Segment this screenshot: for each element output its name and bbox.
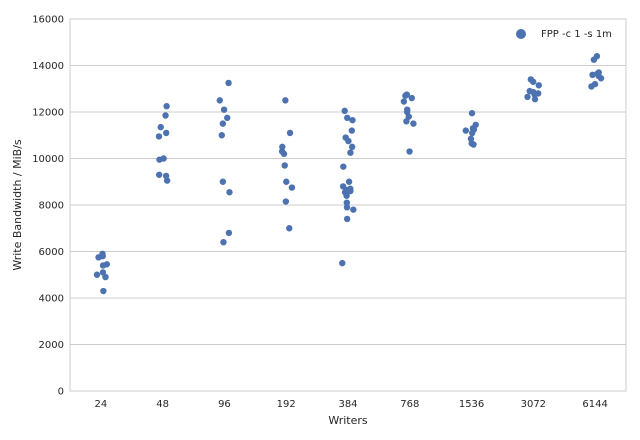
y-tick-label: 12000 — [32, 108, 64, 119]
scatter-point — [341, 107, 348, 115]
scatter-point — [590, 56, 598, 63]
scatter-point — [597, 75, 605, 82]
x-tick-label: 48 — [156, 399, 169, 410]
scatter-point — [343, 204, 351, 211]
data-points — [93, 53, 605, 295]
scatter-point — [408, 94, 415, 102]
scatter-point — [162, 112, 169, 119]
scatter-point — [283, 178, 290, 185]
y-tick-label: 16000 — [32, 15, 64, 26]
scatter-point — [347, 149, 354, 156]
legend-label: FPP -c 1 -s 1m — [541, 29, 612, 40]
scatter-point — [343, 215, 351, 223]
scatter-point — [348, 127, 356, 134]
scatter-point — [162, 129, 170, 137]
scatter-point — [535, 82, 542, 89]
scatter-point — [280, 150, 288, 158]
scatter-point — [410, 120, 417, 127]
scatter-point — [279, 143, 286, 151]
y-axis-label: Write Bandwidth / MiB/s — [11, 139, 24, 271]
y-tick-label: 14000 — [32, 61, 64, 72]
scatter-point — [403, 118, 410, 125]
x-tick-label: 6144 — [582, 399, 607, 410]
x-tick-label: 384 — [338, 399, 357, 410]
scatter-point — [343, 192, 350, 199]
scatter-point — [531, 91, 538, 98]
scatter-point — [400, 98, 408, 105]
scatter-point — [470, 141, 477, 148]
y-tick-label: 4000 — [39, 294, 64, 305]
scatter-point — [224, 114, 231, 122]
scatter-point — [155, 171, 163, 178]
scatter-point — [531, 96, 539, 103]
x-tick-label: 96 — [218, 399, 231, 410]
scatter-point — [220, 106, 228, 113]
x-tick-label: 1536 — [459, 399, 484, 410]
scatter-point — [286, 129, 294, 137]
scatter-point — [102, 273, 109, 281]
x-tick-labels: 24 48 96 192 384 768 1536 3072 6144 — [95, 399, 608, 410]
scatter-point — [343, 199, 351, 206]
scatter-point — [156, 156, 163, 163]
y-tick-label: 0 — [58, 387, 64, 398]
scatter-point — [225, 229, 233, 237]
scatter-point — [339, 259, 346, 267]
x-axis-label: Writers — [328, 414, 368, 427]
scatter-point — [344, 114, 351, 122]
scatter-point — [340, 163, 347, 170]
scatter-point — [347, 187, 354, 195]
scatter-point — [99, 250, 106, 258]
y-tick-label: 6000 — [39, 247, 64, 258]
legend-marker — [516, 29, 526, 39]
scatter-point — [288, 184, 296, 191]
scatter-point — [349, 116, 356, 124]
scatter-point — [402, 92, 409, 99]
x-tick-label: 3072 — [521, 399, 546, 410]
scatter-point — [225, 79, 232, 87]
scatter-point — [286, 225, 293, 232]
scatter-point — [468, 109, 476, 117]
scatter-point — [345, 137, 352, 145]
scatter-point — [220, 239, 227, 246]
scatter-point — [281, 162, 288, 169]
scatter-point — [219, 178, 227, 185]
scatter-point — [163, 177, 171, 184]
scatter-point — [216, 97, 223, 104]
x-tick-label: 24 — [95, 399, 108, 410]
scatter-point — [348, 143, 356, 151]
scatter-point — [218, 132, 225, 139]
scatter-point — [100, 287, 107, 295]
scatter-point — [163, 102, 170, 110]
scatter-point — [589, 71, 596, 79]
scatter-point — [462, 127, 470, 134]
scatter-point — [157, 123, 164, 131]
scatter-point — [226, 189, 233, 196]
x-tick-label: 768 — [400, 399, 419, 410]
scatter-point — [93, 271, 101, 278]
scatter-point — [524, 93, 531, 101]
scatter-point — [219, 120, 227, 127]
scatter-point — [350, 206, 357, 213]
y-tick-label: 2000 — [39, 340, 64, 351]
legend: FPP -c 1 -s 1m — [516, 29, 612, 40]
y-tick-labels: 0 2000 4000 6000 8000 10000 12000 14000 16000 — [32, 15, 64, 398]
scatter-point — [282, 97, 289, 104]
axis-frame — [69, 18, 627, 392]
scatter-point — [588, 83, 595, 90]
x-tick-label: 192 — [277, 399, 296, 410]
scatter-point — [345, 178, 353, 185]
scatter-point — [469, 129, 476, 137]
scatter-point — [406, 148, 413, 155]
y-tick-label: 10000 — [32, 154, 64, 165]
scatter-point — [99, 262, 107, 269]
scatter-point — [155, 133, 163, 140]
scatter-point — [529, 78, 537, 85]
plot-border — [69, 18, 627, 392]
scatter-point — [282, 198, 290, 205]
y-tick-label: 8000 — [39, 201, 64, 212]
